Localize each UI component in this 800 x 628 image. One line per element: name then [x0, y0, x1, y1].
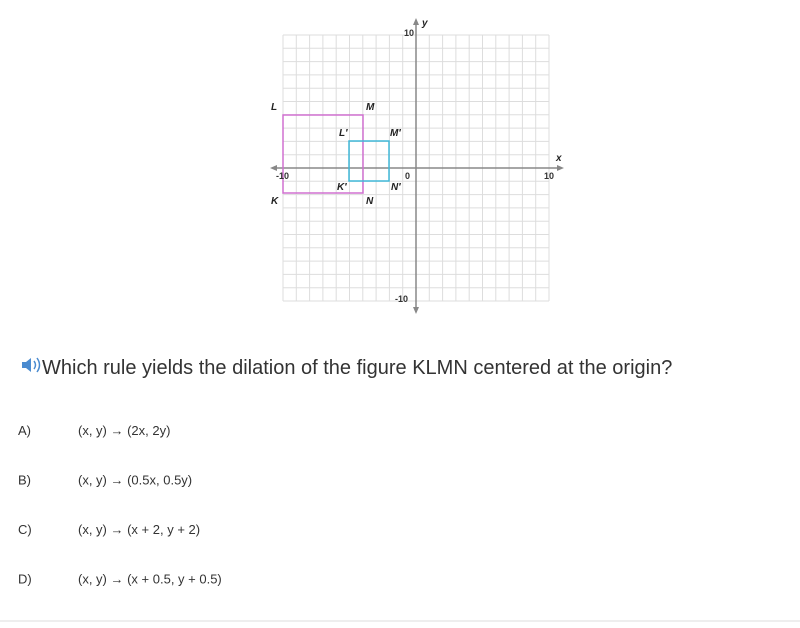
option-rule: (x, y) → (x + 0.5, y + 0.5)	[78, 572, 222, 587]
point-label: L′	[339, 128, 348, 139]
speaker-icon[interactable]	[22, 357, 41, 373]
point-label: N′	[391, 182, 401, 193]
y-tick-label: 10	[404, 28, 414, 38]
option-rule: (x, y) → (x + 2, y + 2)	[78, 522, 200, 537]
answer-option[interactable]: D) (x, y) → (x + 0.5, y + 0.5)	[18, 572, 222, 587]
option-letter: B)	[18, 473, 31, 488]
answer-option[interactable]: B) (x, y) → (0.5x, 0.5y)	[18, 473, 192, 488]
origin-label: 0	[405, 171, 410, 181]
y-tick-label: -10	[395, 294, 408, 304]
point-label: N	[366, 196, 374, 207]
x-tick-label: -10	[276, 171, 289, 181]
figure-klmn-prime	[348, 140, 390, 182]
option-letter: C)	[18, 522, 32, 537]
x-tick-label: 10	[544, 171, 554, 181]
axis-arrows	[270, 18, 564, 314]
x-axis-label: x	[555, 153, 562, 164]
point-label: K′	[337, 182, 347, 193]
point-label: M′	[390, 128, 401, 139]
point-label: L	[271, 102, 277, 113]
option-rule: (x, y) → (0.5x, 0.5y)	[78, 473, 192, 488]
point-label: M	[366, 102, 375, 113]
y-axis-label: y	[421, 18, 428, 29]
answer-option[interactable]: C) (x, y) → (x + 2, y + 2)	[18, 522, 200, 537]
option-letter: A)	[18, 423, 31, 438]
figure-klmn	[282, 114, 364, 194]
answer-option[interactable]: A) (x, y) → (2x, 2y)	[18, 423, 170, 438]
option-letter: D)	[18, 572, 32, 587]
question: Which rule yields the dilation of the fi…	[42, 357, 672, 379]
point-label: K	[271, 196, 279, 207]
option-rule: (x, y) → (2x, 2y)	[78, 423, 170, 438]
